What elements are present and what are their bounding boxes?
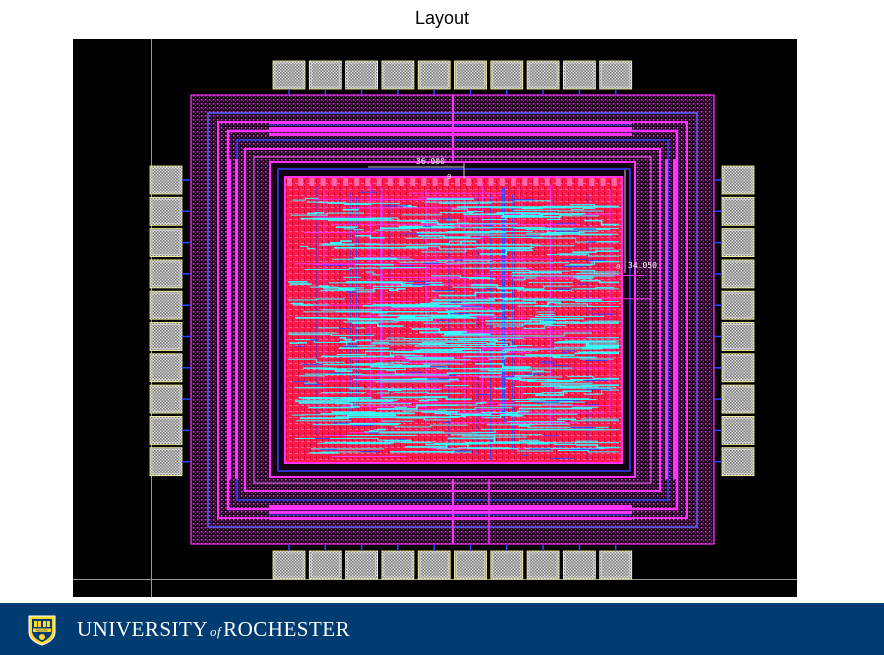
io-pad-right (721, 384, 755, 414)
io-pad-left (149, 165, 183, 195)
origin-label-side: 0 (616, 263, 620, 271)
io-pad-right (721, 415, 755, 445)
university-seal-icon: MELIORA (28, 615, 56, 646)
io-pad-bottom (599, 550, 633, 580)
io-pad-bottom (562, 550, 596, 580)
io-pad-top (454, 60, 487, 90)
io-pad-left (149, 322, 183, 351)
io-pad-left (149, 353, 183, 383)
io-pad-bottom (526, 550, 560, 580)
io-pad-bottom (308, 550, 342, 580)
height-dimension-label: 34.050 (628, 261, 657, 270)
io-pads (149, 60, 755, 580)
io-pad-top (345, 60, 379, 90)
io-pad-right (721, 196, 755, 226)
io-pad-left (149, 228, 183, 258)
wordmark-of: of (210, 624, 222, 639)
chip-layout-view: 36.000 0 34.050 0 (73, 39, 797, 597)
io-pad-left (149, 259, 183, 289)
io-pad-top (526, 60, 560, 90)
io-pad-bottom (381, 550, 415, 580)
io-pad-bottom (272, 550, 306, 580)
io-pad-right (721, 165, 755, 195)
io-pad-right (721, 353, 755, 383)
wordmark-university: UNIVERSITY (77, 617, 208, 641)
io-pad-top (599, 60, 633, 90)
chip-layout-graphic: 36.000 0 34.050 0 (73, 39, 797, 597)
slide-title: Layout (414, 8, 470, 28)
io-pad-bottom (454, 550, 487, 580)
io-pad-right (721, 447, 755, 477)
io-pad-top (308, 60, 342, 90)
io-pad-bottom (490, 550, 524, 580)
origin-label-top: 0 (447, 173, 451, 181)
io-pad-left (149, 196, 183, 226)
width-dimension-label: 36.000 (416, 157, 445, 166)
seal-motto: MELIORA (36, 628, 48, 632)
io-pad-top (490, 60, 524, 90)
university-wordmark: UNIVERSITY ofROCHESTER (77, 617, 350, 642)
io-pad-top (272, 60, 306, 90)
io-pad-top (417, 60, 451, 90)
io-pad-bottom (417, 550, 451, 580)
io-pad-right (721, 322, 755, 351)
io-pad-left (149, 447, 183, 477)
footer-bar: MELIORA UNIVERSITY ofROCHESTER (0, 603, 884, 655)
io-pad-left (149, 384, 183, 414)
io-pad-right (721, 290, 755, 320)
io-pad-right (721, 259, 755, 289)
dimension-markers: 36.000 0 34.050 0 (368, 157, 657, 273)
core-area (269, 161, 652, 478)
io-pad-bottom (345, 550, 379, 580)
io-pad-left (149, 415, 183, 445)
io-pad-top (381, 60, 415, 90)
power-straps (228, 95, 676, 544)
io-pad-top (562, 60, 596, 90)
io-pad-right (721, 228, 755, 258)
io-pad-left (149, 290, 183, 320)
wordmark-rochester: ROCHESTER (223, 617, 351, 641)
